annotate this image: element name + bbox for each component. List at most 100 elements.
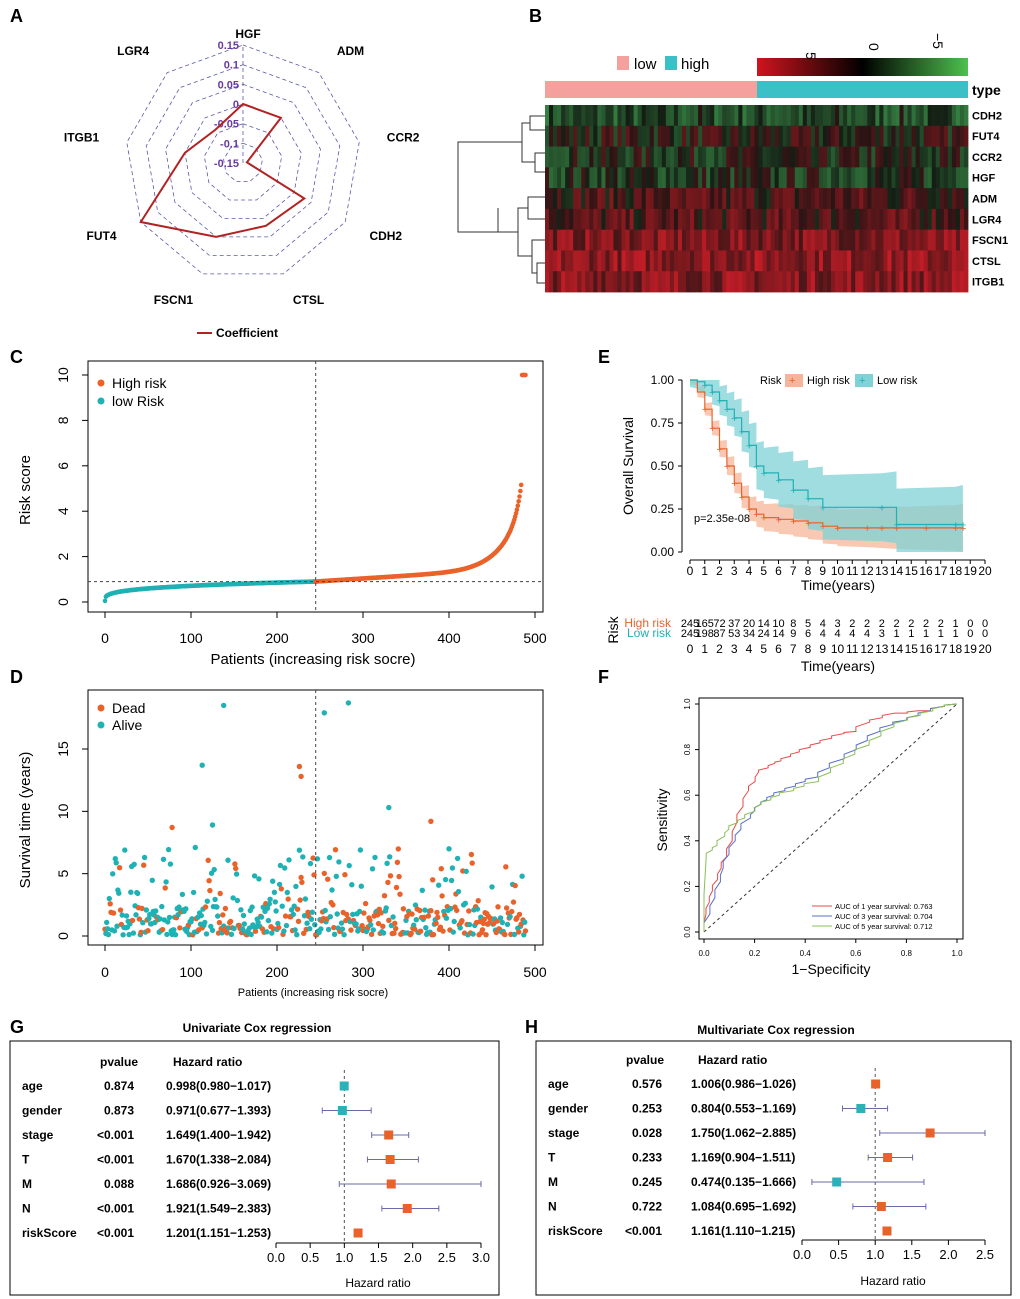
point-alive [448, 877, 455, 884]
heatmap-cell [617, 125, 622, 147]
heatmap-cell [637, 146, 643, 168]
heatmap-cell [726, 125, 731, 147]
heatmap-cell [927, 105, 933, 127]
heatmap-cell [843, 167, 848, 189]
point-dead [136, 916, 143, 922]
heatmap-cell [706, 167, 711, 189]
plot-frame [698, 697, 964, 940]
point-alive [199, 762, 205, 768]
heatmap-cell [750, 105, 755, 127]
heatmap-cell [633, 250, 639, 272]
heatmap-cell [569, 250, 574, 272]
forest-row-hr-text: 1.169(0.904−1.511) [691, 1151, 795, 1165]
km-censor-mark: + [761, 513, 767, 525]
forest-point-estimate [353, 1228, 363, 1238]
heatmap-cell [686, 125, 691, 147]
point-dead [430, 877, 436, 883]
heatmap-cell [722, 271, 727, 293]
y-axis-label: Survival time (years) [17, 752, 34, 889]
heatmap-cell [867, 188, 872, 210]
heatmap-cell [669, 208, 675, 231]
heatmap-cell [782, 250, 788, 272]
heatmap-cell [835, 229, 840, 251]
point-dead [503, 864, 509, 870]
point-alive [345, 700, 352, 706]
heatmap-cell [831, 188, 836, 210]
heatmap-cell [694, 229, 699, 251]
forest-row-hr-text: 1.161(1.110−1.215) [691, 1224, 795, 1238]
km-legend-title: Risk [760, 375, 782, 387]
heatmap-cell [891, 271, 896, 293]
forest-point-estimate [339, 1081, 349, 1091]
heatmap-cell [931, 167, 937, 189]
heatmap-cell [617, 146, 622, 168]
point-alive [446, 846, 452, 852]
km-legend-low-mark: + [859, 375, 865, 387]
point-alive [122, 847, 128, 853]
heatmap-cell [637, 271, 643, 293]
heatmap-row-label-cdh2: CDH2 [972, 110, 1002, 122]
heatmap-cell [686, 271, 691, 293]
heatmap-cell [645, 167, 651, 189]
heatmap-cell [681, 208, 687, 231]
heatmap-cell [843, 250, 848, 272]
heatmap-cell [673, 167, 679, 189]
heatmap-cell [641, 208, 647, 231]
heatmap-cell [794, 105, 800, 127]
km-x-tick-label: 18 [949, 564, 963, 578]
heatmap-cell [855, 105, 860, 127]
heatmap-cell [754, 125, 759, 147]
point-alive [276, 881, 283, 888]
heatmap-cell [931, 271, 937, 293]
heatmap-cell [613, 229, 618, 251]
heatmap-cell [714, 188, 719, 210]
y-tick-label: 0 [55, 598, 71, 606]
heatmap-cell [951, 250, 957, 272]
forest-x-tick-label: 2.5 [976, 1247, 994, 1262]
col-header-hr: Hazard ratio [173, 1055, 242, 1069]
roc-curve-3-year [703, 703, 958, 932]
heatmap-cell [863, 188, 868, 210]
forest-point-estimate [871, 1079, 881, 1089]
point-dead [503, 905, 510, 911]
heatmap-cell [726, 146, 731, 168]
km-y-tick-label: 0.00 [651, 545, 675, 559]
heatmap-cell [738, 271, 743, 293]
heatmap-cell [931, 229, 937, 251]
point-dead [512, 882, 518, 889]
point-dead [330, 902, 336, 908]
heatmap-cell [730, 229, 735, 251]
point-dead [378, 910, 384, 916]
heatmap-cell [963, 188, 969, 210]
point-alive [384, 860, 390, 866]
radar-tick-label: 0.05 [218, 79, 239, 91]
heatmap-cell [899, 271, 904, 293]
legend-dead-label: Dead [112, 700, 145, 716]
point-alive [511, 931, 518, 938]
heatmap-cell [573, 125, 578, 147]
heatmap-cell [947, 188, 953, 210]
heatmap-cell [947, 229, 953, 251]
km-censor-mark: + [746, 504, 752, 516]
heatmap-cell [883, 125, 888, 147]
heatmap-cell [923, 271, 929, 293]
heatmap-cell [762, 271, 767, 293]
risk-table-cell: 3 [834, 618, 840, 630]
heatmap-cell [722, 146, 727, 168]
heatmap-cell [694, 208, 699, 231]
point-alive [346, 862, 352, 869]
heatmap-cell [545, 271, 550, 293]
heatmap-cell [657, 105, 663, 127]
roc-y-tick-label: 0.8 [683, 743, 692, 755]
heatmap-cell [814, 146, 820, 168]
heatmap-cell [706, 188, 711, 210]
heatmap-cell [927, 250, 933, 272]
km-y-tick-label: 0.75 [651, 416, 675, 430]
heatmap-cell [867, 208, 872, 231]
forest-row-hr-text: 1.201(1.151−1.253) [166, 1226, 271, 1240]
heatmap-cell [851, 208, 856, 231]
point-alive [212, 896, 218, 903]
heatmap-cell [573, 188, 578, 210]
roc-y-tick-label: 0.2 [683, 880, 692, 892]
